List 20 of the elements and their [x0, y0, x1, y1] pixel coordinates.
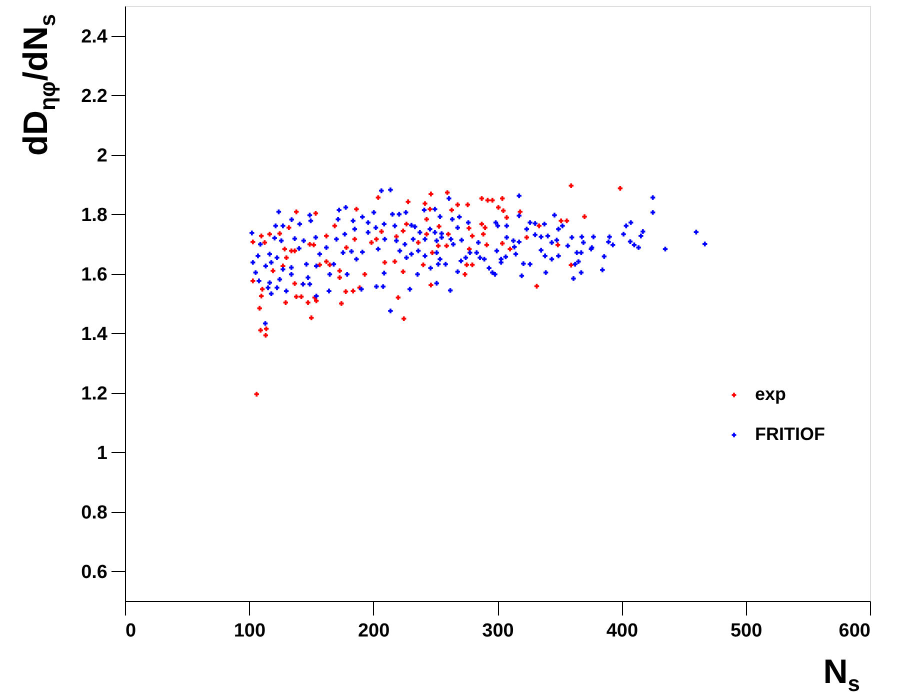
y-tick-label: 2.2	[81, 86, 108, 107]
legend-label: FRITIOF	[755, 424, 825, 444]
y-tick-label: 2.4	[81, 26, 108, 48]
y-tick-label: 1	[96, 442, 108, 464]
x-tick-label: 0	[126, 620, 136, 642]
y-tick-label: 2	[96, 145, 108, 166]
y-tick-label: 0.6	[81, 562, 108, 583]
x-tick-label: 600	[838, 620, 870, 642]
x-tick-label: 400	[606, 620, 638, 642]
x-tick-label: 500	[730, 620, 762, 642]
x-tick-label: 200	[358, 620, 390, 642]
x-tick-label: 100	[234, 620, 266, 642]
y-tick-label: 1.6	[81, 264, 108, 286]
y-tick-label: 1.4	[81, 324, 108, 345]
legend-label: exp	[755, 384, 786, 404]
y-tick-label: 1.8	[81, 204, 108, 226]
x-tick-label: 300	[482, 620, 514, 642]
y-tick-label: 0.8	[81, 502, 108, 524]
y-axis-title: dDηφ/dNs	[17, 14, 60, 156]
y-tick-label: 1.2	[81, 383, 108, 404]
